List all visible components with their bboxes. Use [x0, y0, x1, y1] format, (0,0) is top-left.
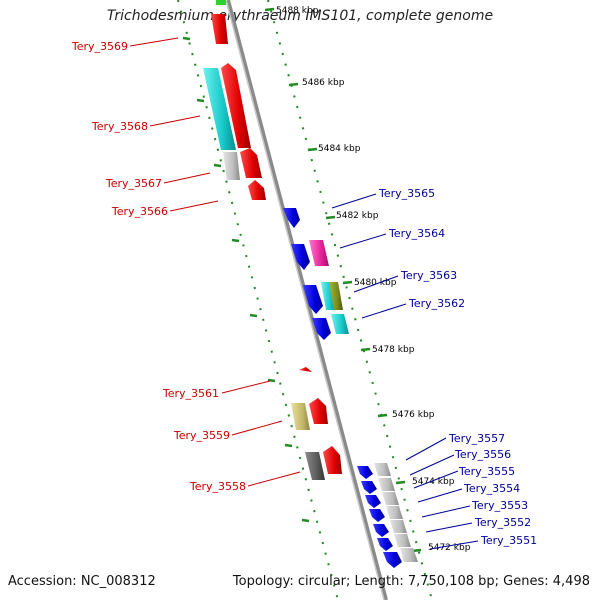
label-tery-3558[interactable]: Tery_3558 [189, 480, 246, 493]
label-tery-3567[interactable]: Tery_3567 [105, 177, 162, 190]
tick-label-5482: 5482 kbp [336, 211, 379, 221]
tick-label-5480: 5480 kbp [354, 278, 397, 288]
genome-backbone-highlight [225, 0, 385, 600]
left-dotted-track [177, 0, 339, 600]
right-callout-lines [331, 193, 479, 550]
gene-tery-3552-blue[interactable] [377, 538, 393, 551]
gene-tery-3554-grey[interactable] [386, 506, 403, 519]
label-tery-3566[interactable]: Tery_3566 [111, 205, 168, 218]
label-tery-3552[interactable]: Tery_3552 [474, 516, 531, 529]
tick-label-5486: 5486 kbp [302, 78, 345, 88]
gene-tery-3553-blue[interactable] [373, 524, 389, 537]
label-tery-3555[interactable]: Tery_3555 [458, 465, 515, 478]
label-tery-3559[interactable]: Tery_3559 [173, 429, 230, 442]
genome-backbone [226, 0, 388, 600]
label-tery-3561[interactable]: Tery_3561 [162, 387, 219, 400]
right-dotted-track [267, 0, 433, 600]
accession-text: Accession: NC_008312 [8, 574, 156, 589]
tick-label-5488: 5488 kbp [276, 6, 319, 16]
gene-tery-3552-grey[interactable] [394, 534, 411, 547]
gene-tery-3557-grey[interactable] [374, 463, 391, 476]
gene-tery-3556-grey[interactable] [378, 478, 395, 491]
gene-tery-3563-blue[interactable] [303, 285, 323, 314]
label-tery-3557[interactable]: Tery_3557 [448, 432, 505, 445]
label-tery-3569[interactable]: Tery_3569 [71, 40, 128, 53]
gene-tery-3567-red[interactable] [240, 148, 262, 178]
gene-tery-3555-grey[interactable] [382, 492, 399, 505]
label-tery-3554[interactable]: Tery_3554 [463, 482, 520, 495]
tick-label-5484: 5484 kbp [318, 144, 361, 154]
label-tery-3565[interactable]: Tery_3565 [378, 187, 435, 200]
label-tery-3568[interactable]: Tery_3568 [91, 120, 148, 133]
gene-tery-3568-cyan[interactable] [203, 68, 236, 150]
gene-tery-3565[interactable] [283, 208, 300, 228]
gene-tery-3562-blue[interactable] [312, 318, 331, 340]
label-tery-3563[interactable]: Tery_3563 [400, 269, 457, 282]
tick-label-5476: 5476 kbp [392, 410, 435, 420]
gene-tery-3554-blue[interactable] [369, 509, 385, 522]
gene-tery-3558-dark[interactable] [305, 452, 325, 480]
top-marker [216, 0, 226, 5]
gene-tery-3566[interactable] [248, 180, 266, 200]
gene-tery-3568-red[interactable] [221, 63, 251, 148]
gene-tery-3551-blue[interactable] [383, 552, 402, 568]
gene-tery-3556-blue[interactable] [361, 481, 377, 494]
tick-label-5472: 5472 kbp [428, 543, 471, 553]
gene-tery-3559-red[interactable] [309, 398, 328, 424]
gene-tery-3553-grey[interactable] [390, 520, 407, 533]
gene-tery-3562-cyan[interactable] [331, 314, 349, 334]
gene-tery-3551-grey[interactable] [400, 548, 418, 562]
tick-label-5474: 5474 kbp [412, 477, 455, 487]
left-callout-lines [129, 37, 301, 487]
gene-tery-3569[interactable] [211, 14, 228, 44]
gene-tery-3567-grey[interactable] [223, 152, 240, 180]
gene-tery-3558-red[interactable] [323, 446, 342, 474]
gene-tery-3559-khaki[interactable] [291, 403, 310, 430]
label-tery-3562[interactable]: Tery_3562 [408, 297, 465, 310]
label-tery-3551[interactable]: Tery_3551 [480, 534, 537, 547]
label-tery-3556[interactable]: Tery_3556 [454, 448, 511, 461]
gene-tery-3557-blue[interactable] [357, 466, 373, 479]
genome-title: Trichodesmium erythraeum IMS101, complet… [106, 8, 494, 24]
gene-tery-3561[interactable] [299, 367, 312, 372]
label-tery-3553[interactable]: Tery_3553 [471, 499, 528, 512]
topology-text: Topology: circular; Length: 7,750,108 bp… [232, 574, 590, 589]
tick-label-5478: 5478 kbp [372, 345, 415, 355]
label-tery-3564[interactable]: Tery_3564 [388, 227, 445, 240]
gene-tery-3563-olive[interactable] [329, 282, 343, 310]
gene-tery-3564-pink[interactable] [309, 240, 329, 266]
gene-tery-3555-blue[interactable] [365, 495, 381, 508]
gene-tery-3564-blue[interactable] [291, 244, 310, 270]
